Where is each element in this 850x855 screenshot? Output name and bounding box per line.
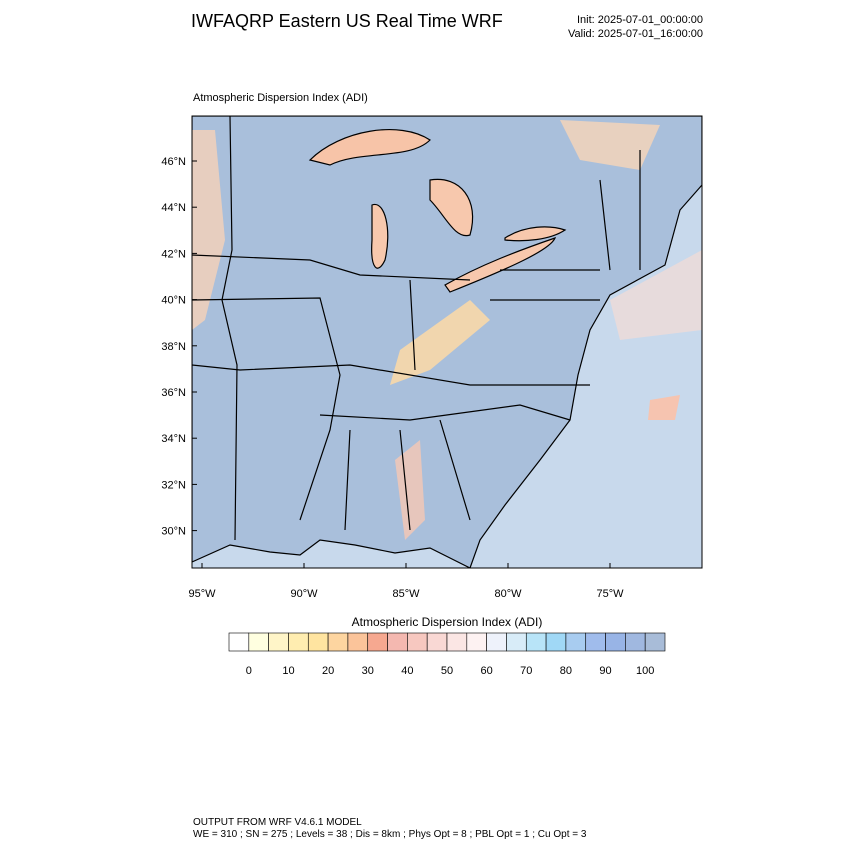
lake-michigan bbox=[371, 203, 389, 269]
colorbar-box bbox=[506, 632, 527, 652]
colorbar-box bbox=[625, 632, 646, 652]
colorbar-label: 40 bbox=[401, 665, 413, 677]
title: IWFAQRP Eastern US Real Time WRF bbox=[191, 11, 503, 31]
lon-label: 80°W bbox=[494, 588, 522, 600]
low-adi-area bbox=[610, 250, 702, 340]
footer-line: WE = 310 ; SN = 275 ; Levels = 38 ; Dis … bbox=[193, 829, 587, 840]
colorbar-box bbox=[426, 632, 448, 652]
lon-label: 90°W bbox=[290, 588, 318, 600]
lat-label: 32°N bbox=[161, 479, 186, 491]
map-frame bbox=[191, 115, 703, 569]
colorbar-label: 90 bbox=[599, 665, 611, 677]
colorbar-box bbox=[545, 632, 567, 652]
low-adi-area bbox=[648, 395, 680, 420]
colorbar-box bbox=[307, 632, 329, 652]
colorbar-box bbox=[367, 632, 388, 652]
colorbar-box bbox=[605, 632, 626, 652]
colorbar-box bbox=[565, 632, 587, 652]
colorbar-label: 80 bbox=[560, 665, 572, 677]
lat-label: 44°N bbox=[161, 202, 186, 214]
lake-erie bbox=[444, 236, 557, 293]
colorbar-box bbox=[407, 632, 428, 652]
colorbar-box bbox=[228, 632, 250, 652]
lat-axis: 46°N 44°N 42°N 40°N 38°N 36°N 34°N 32°N 30°N bbox=[161, 156, 197, 538]
colorbar-box bbox=[466, 632, 487, 652]
colorbar-box bbox=[327, 632, 349, 652]
colorbar-box bbox=[486, 632, 507, 652]
lake-ontario bbox=[504, 226, 567, 242]
colorbar-label: 30 bbox=[362, 665, 374, 677]
lon-axis: 95°W 90°W 85°W 80°W 75°W bbox=[188, 563, 624, 600]
colorbar-box bbox=[387, 632, 408, 652]
colorbar: 0 10 20 30 40 50 60 70 80 90 100 bbox=[228, 632, 666, 677]
colorbar-box bbox=[446, 632, 468, 652]
colorbar-box bbox=[525, 632, 547, 652]
colorbar-label: 50 bbox=[441, 665, 453, 677]
valid-time: Valid: 2025-07-01_16:00:00 bbox=[568, 28, 703, 40]
low-adi-area bbox=[192, 130, 225, 330]
lon-label: 75°W bbox=[596, 588, 624, 600]
lon-label: 95°W bbox=[188, 588, 216, 600]
low-adi-area bbox=[560, 120, 660, 170]
colorbar-box bbox=[268, 632, 289, 652]
colorbar-label: 0 bbox=[246, 665, 252, 677]
lake-superior bbox=[308, 129, 431, 166]
lat-label: 40°N bbox=[161, 295, 186, 307]
colorbar-label: 20 bbox=[322, 665, 334, 677]
colorbar-box bbox=[347, 632, 369, 652]
lat-label: 38°N bbox=[161, 341, 186, 353]
colorbar-label: 10 bbox=[282, 665, 294, 677]
colorbar-label: 100 bbox=[636, 665, 654, 677]
colorbar-title: Atmospheric Dispersion Index (ADI) bbox=[352, 615, 543, 629]
lat-label: 36°N bbox=[161, 387, 186, 399]
map-title: Atmospheric Dispersion Index (ADI) bbox=[193, 92, 368, 104]
lat-label: 30°N bbox=[161, 526, 186, 538]
low-adi-area bbox=[395, 440, 425, 540]
lat-label: 34°N bbox=[161, 433, 186, 445]
colorbar-label: 60 bbox=[481, 665, 493, 677]
lake-huron bbox=[429, 178, 474, 237]
colorbar-box bbox=[585, 632, 606, 652]
lat-label: 42°N bbox=[161, 248, 186, 260]
map-field bbox=[192, 116, 702, 568]
colorbar-box bbox=[644, 632, 666, 652]
footer-line: OUTPUT FROM WRF V4.6.1 MODEL bbox=[193, 817, 362, 828]
state-lines bbox=[192, 116, 641, 541]
lat-label: 46°N bbox=[161, 156, 186, 168]
colorbar-label: 70 bbox=[520, 665, 532, 677]
lon-label: 85°W bbox=[392, 588, 420, 600]
colorbar-box bbox=[248, 632, 269, 652]
map: 46°N 44°N 42°N 40°N 38°N 36°N 34°N 32°N 30°N 95°… bbox=[161, 115, 703, 600]
colorbar-box bbox=[288, 632, 309, 652]
init-time: Init: 2025-07-01_00:00:00 bbox=[577, 14, 703, 26]
